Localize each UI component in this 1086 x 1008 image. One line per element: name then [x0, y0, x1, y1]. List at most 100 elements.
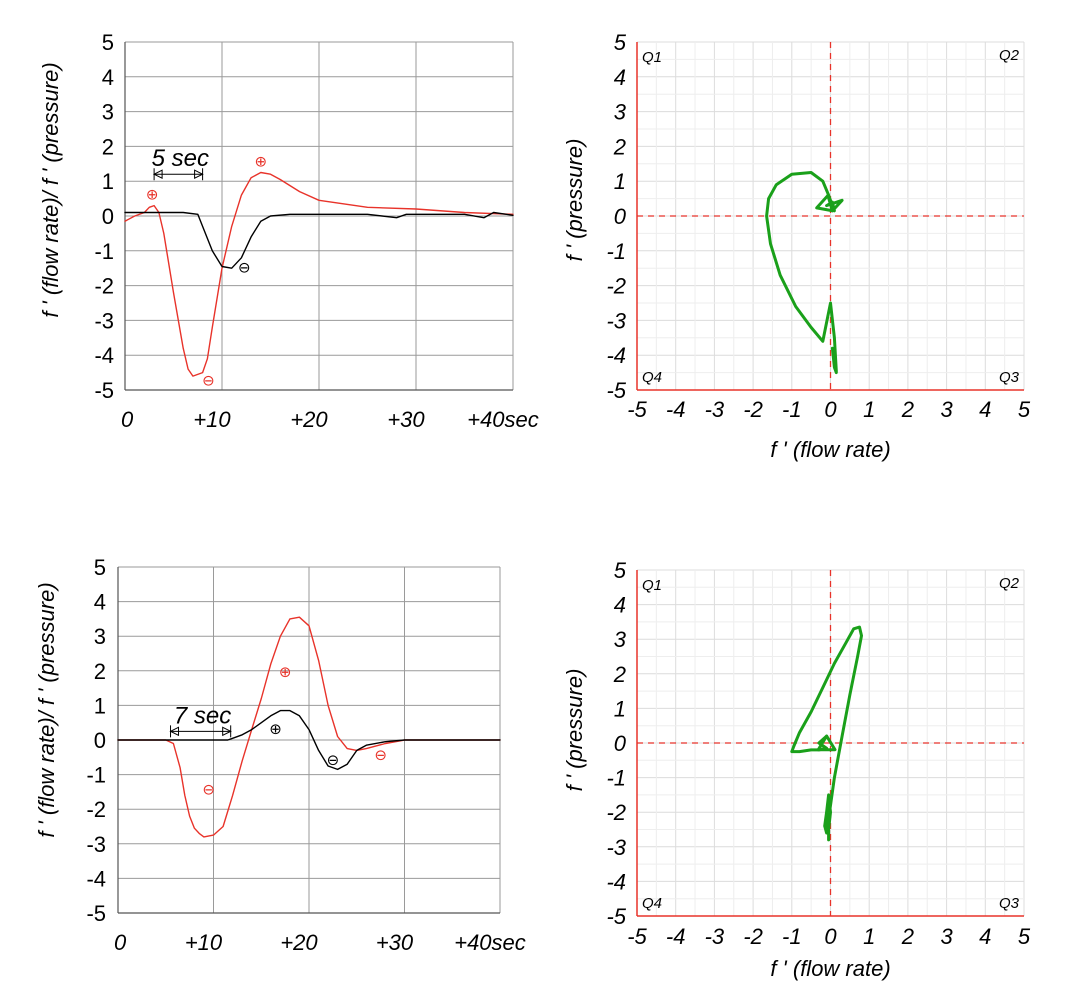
chart-top-left: -5 -4 -3 -2 -1 0 1 2 3 4 5 0 +10 +20 +30 +40sec f ' (flo… — [38, 30, 539, 432]
x-tick-label: 0 — [824, 397, 837, 422]
series-arrowhead — [815, 193, 834, 213]
x-tick-label: -2 — [743, 924, 763, 949]
y-tick-label: -5 — [606, 904, 626, 929]
annotation-arrow — [169, 726, 180, 737]
x-tick-label: +30 — [376, 930, 414, 955]
y-tick-label: 4 — [614, 65, 626, 90]
y-tick-label: -5 — [86, 901, 106, 926]
x-tick-label: 0 — [824, 924, 837, 949]
minus-marker: ⊖ — [238, 258, 251, 276]
y-tick-label: -4 — [86, 866, 106, 891]
x-tick-label: 3 — [940, 924, 953, 949]
x-tick-label: +20 — [290, 407, 328, 432]
quadrant-label-q2: Q2 — [999, 47, 1020, 64]
x-tick-label: +40sec — [454, 930, 526, 955]
minus-marker: ⊖ — [327, 751, 340, 769]
y-tick-label: -3 — [94, 308, 114, 333]
y-tick-label: 5 — [614, 30, 627, 55]
chart-bottom-right: -5 -4 -3 -2 -1 0 1 2 3 4 5 -5 -4 -3 -2 -1 0 1 2 3 4 5 Q1 Q2 Q3 Q4… — [562, 558, 1031, 981]
y-tick-label: 1 — [94, 693, 106, 718]
y-tick-label: -3 — [606, 835, 626, 860]
quadrant-label-q2: Q2 — [999, 575, 1020, 592]
plus-marker: ⊕ — [269, 720, 282, 738]
y-tick-label: -2 — [86, 797, 106, 822]
y-tick-label: 0 — [102, 204, 114, 229]
y-tick-label: 2 — [613, 662, 626, 687]
y-tick-label: -4 — [606, 869, 626, 894]
y-tick-label: -5 — [94, 378, 114, 403]
chart-bottom-left: -5 -4 -3 -2 -1 0 1 2 3 4 5 0 +10 +20 +30 +40sec f ' (flo… — [34, 555, 526, 955]
quadrant-label-q4: Q4 — [642, 369, 662, 386]
y-axis-label: f ' (pressure) — [562, 139, 587, 262]
annotation-label: 5 sec — [152, 145, 209, 172]
x-tick-label: +10 — [193, 407, 231, 432]
series-line-1 — [124, 171, 514, 377]
y-tick-label: -3 — [606, 308, 626, 333]
y-tick-label: -2 — [606, 800, 626, 825]
x-tick-label: 2 — [901, 924, 914, 949]
x-tick-label: +30 — [387, 407, 425, 432]
y-tick-label: 2 — [102, 134, 114, 159]
series-line-1 — [790, 625, 863, 842]
y-tick-label: 5 — [614, 558, 627, 583]
x-tick-label: -5 — [627, 924, 647, 949]
minus-marker: ⊖ — [374, 746, 387, 764]
y-tick-label: 3 — [614, 627, 627, 652]
annotation-arrow — [222, 726, 232, 737]
x-tick-label: 5 — [1018, 924, 1031, 949]
y-axis-label: f ' (flow rate)/ f ' (pressure) — [34, 582, 59, 837]
x-tick-label: 3 — [940, 397, 953, 422]
y-tick-label: 4 — [94, 590, 106, 615]
y-tick-label: 0 — [94, 728, 106, 753]
y-axis-label: f ' (pressure) — [562, 669, 587, 792]
y-tick-label: 0 — [614, 204, 627, 229]
x-axis-label: f ' (flow rate) — [770, 956, 890, 981]
y-tick-label: 1 — [614, 696, 626, 721]
series-line-1 — [765, 171, 844, 375]
x-tick-label: 0 — [121, 407, 134, 432]
y-tick-label: 3 — [94, 624, 106, 649]
y-tick-label: -3 — [86, 832, 106, 857]
x-tick-label: +10 — [185, 930, 223, 955]
x-tick-label: -4 — [666, 924, 686, 949]
y-tick-label: 4 — [102, 65, 114, 90]
x-tick-label: 4 — [979, 924, 991, 949]
y-tick-label: 1 — [102, 169, 114, 194]
y-tick-label: -4 — [94, 343, 114, 368]
x-tick-label: 5 — [1018, 397, 1031, 422]
quadrant-label-q3: Q3 — [999, 895, 1020, 912]
annotation-arrow — [152, 169, 163, 180]
x-axis-label: f ' (flow rate) — [770, 437, 890, 462]
minus-marker: ⊖ — [202, 780, 215, 798]
x-tick-label: -2 — [743, 397, 763, 422]
annotation-label: 7 sec — [174, 702, 231, 729]
y-tick-label: -2 — [94, 274, 114, 299]
quadrant-label-q4: Q4 — [642, 895, 662, 912]
y-tick-label: -1 — [86, 763, 106, 788]
y-tick-label: 2 — [613, 134, 626, 159]
chart-top-right: -5 -4 -3 -2 -1 0 1 2 3 4 5 -5 -4 -3 -2 -1 0 1 2 3 4 5 Q1 Q2 Q3 Q4… — [562, 30, 1031, 462]
y-tick-label: 4 — [614, 593, 626, 618]
y-tick-label: -5 — [606, 378, 626, 403]
x-tick-label: -1 — [782, 924, 802, 949]
x-tick-label: -3 — [705, 397, 725, 422]
x-tick-label: +40sec — [467, 407, 539, 432]
x-tick-label: 4 — [979, 397, 991, 422]
x-tick-label: -4 — [666, 397, 686, 422]
series-line-2 — [124, 211, 514, 269]
y-tick-label: -1 — [94, 239, 114, 264]
y-tick-label: 1 — [614, 169, 626, 194]
quadrant-label-q3: Q3 — [999, 369, 1020, 386]
y-tick-label: 5 — [94, 555, 106, 580]
series-line-2 — [117, 709, 501, 771]
y-axis-label: f ' (flow rate)/ f ' (pressure) — [38, 62, 63, 317]
x-tick-label: -1 — [782, 397, 802, 422]
y-tick-label: 3 — [614, 100, 627, 125]
x-tick-label: -5 — [627, 397, 647, 422]
quadrant-label-q1: Q1 — [642, 49, 662, 66]
y-tick-label: -2 — [606, 274, 626, 299]
minus-marker: ⊖ — [202, 372, 215, 390]
annotation-arrow — [194, 169, 204, 180]
y-tick-label: -1 — [606, 239, 626, 264]
plus-marker: ⊕ — [279, 663, 292, 681]
